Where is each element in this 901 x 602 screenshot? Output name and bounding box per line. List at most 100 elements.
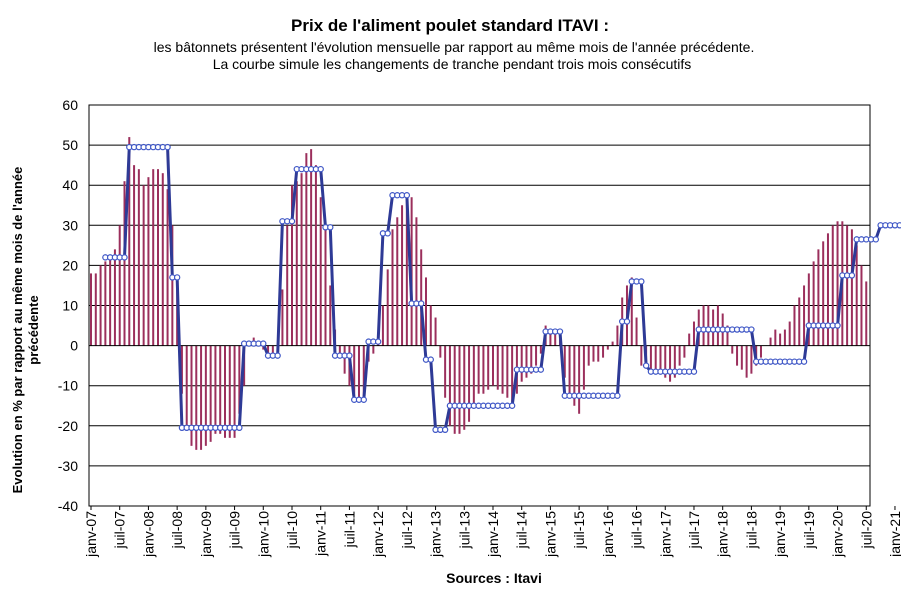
x-tick-label: janv-14 [485, 511, 501, 558]
bar [535, 345, 538, 366]
line-series [102, 143, 901, 434]
bar [295, 181, 298, 346]
line-point [327, 224, 334, 231]
y-tick-label: -10 [58, 378, 78, 394]
x-tick-label: juil-11 [341, 511, 357, 549]
bar [501, 345, 504, 394]
bar [90, 273, 92, 346]
bar [554, 329, 557, 346]
bar [716, 305, 719, 346]
line-point [121, 254, 128, 261]
bar [137, 169, 140, 346]
bar [310, 149, 313, 346]
bar [563, 345, 566, 378]
bar [740, 345, 743, 370]
line-point [403, 192, 411, 199]
bar [214, 345, 217, 434]
bar [587, 345, 590, 366]
line-point [848, 272, 856, 279]
x-tick-label: janv-12 [370, 511, 386, 558]
bar [128, 137, 131, 346]
x-tick-label: janv-15 [542, 511, 558, 558]
x-tick-label: janv-07 [83, 511, 99, 558]
bar [669, 345, 672, 382]
bar [219, 345, 222, 434]
bar [860, 265, 863, 346]
x-tick-label: janv-21 [887, 511, 901, 558]
bar [688, 333, 691, 346]
line-point [623, 318, 631, 325]
bar [99, 265, 102, 346]
bar [324, 225, 327, 346]
bar [664, 345, 667, 378]
x-tick-label: janv-13 [428, 511, 444, 558]
bar [549, 329, 552, 346]
bar [195, 345, 198, 450]
x-tick-label: juil-17 [686, 511, 702, 550]
line-point [236, 424, 243, 432]
x-tick-label: janv-09 [198, 511, 214, 558]
y-axis-label-line-1: Evolution en % par rapport au même mois … [10, 167, 25, 494]
bar [831, 225, 834, 346]
bar [200, 345, 203, 450]
bar [659, 345, 662, 374]
bar [185, 345, 188, 426]
bar [271, 345, 274, 354]
x-tick-label: juil-08 [169, 511, 185, 550]
x-tick-label: juil-20 [858, 511, 874, 550]
bar [726, 325, 729, 346]
bar [496, 345, 499, 390]
y-tick-label: 50 [62, 137, 78, 153]
bar [343, 345, 346, 374]
bar [678, 345, 681, 366]
bar [568, 345, 571, 394]
line-point [274, 352, 281, 359]
bar [338, 345, 341, 358]
x-tick-label: juil-16 [629, 511, 645, 550]
line-point [872, 236, 880, 243]
bar [487, 345, 490, 390]
bar [798, 297, 801, 346]
bar [788, 321, 791, 346]
bar [803, 285, 806, 346]
bar [434, 317, 437, 346]
bar [204, 345, 207, 446]
bar [104, 261, 107, 346]
line-point [834, 322, 841, 329]
bar [649, 345, 652, 370]
bar [147, 177, 150, 346]
bar [429, 305, 432, 346]
y-tick-label: 30 [62, 217, 78, 233]
bar [779, 333, 782, 346]
bar [424, 277, 427, 346]
bar [372, 345, 375, 354]
bar [491, 345, 494, 386]
bar [386, 269, 389, 346]
bar [812, 261, 815, 346]
bar [233, 345, 236, 438]
bar [582, 345, 585, 390]
line-point [537, 366, 545, 373]
bar [415, 217, 418, 346]
bar [692, 321, 695, 346]
bar [453, 345, 456, 434]
bar [180, 345, 183, 394]
line-point [418, 300, 425, 307]
bar [482, 345, 485, 394]
bar [133, 165, 136, 346]
x-tick-label: janv-20 [830, 511, 846, 558]
bar [865, 281, 868, 346]
x-tick-label: juil-14 [514, 511, 530, 550]
bar [381, 305, 384, 346]
bar [573, 345, 576, 406]
bar [171, 225, 174, 346]
bar [468, 345, 471, 422]
bar [444, 345, 447, 398]
bar-series [90, 137, 868, 450]
bar [611, 341, 614, 346]
bar [190, 345, 193, 446]
bar [448, 345, 451, 426]
y-axis-label-line-2: précédente [26, 295, 41, 364]
bar [166, 189, 169, 346]
line-point [317, 165, 324, 173]
